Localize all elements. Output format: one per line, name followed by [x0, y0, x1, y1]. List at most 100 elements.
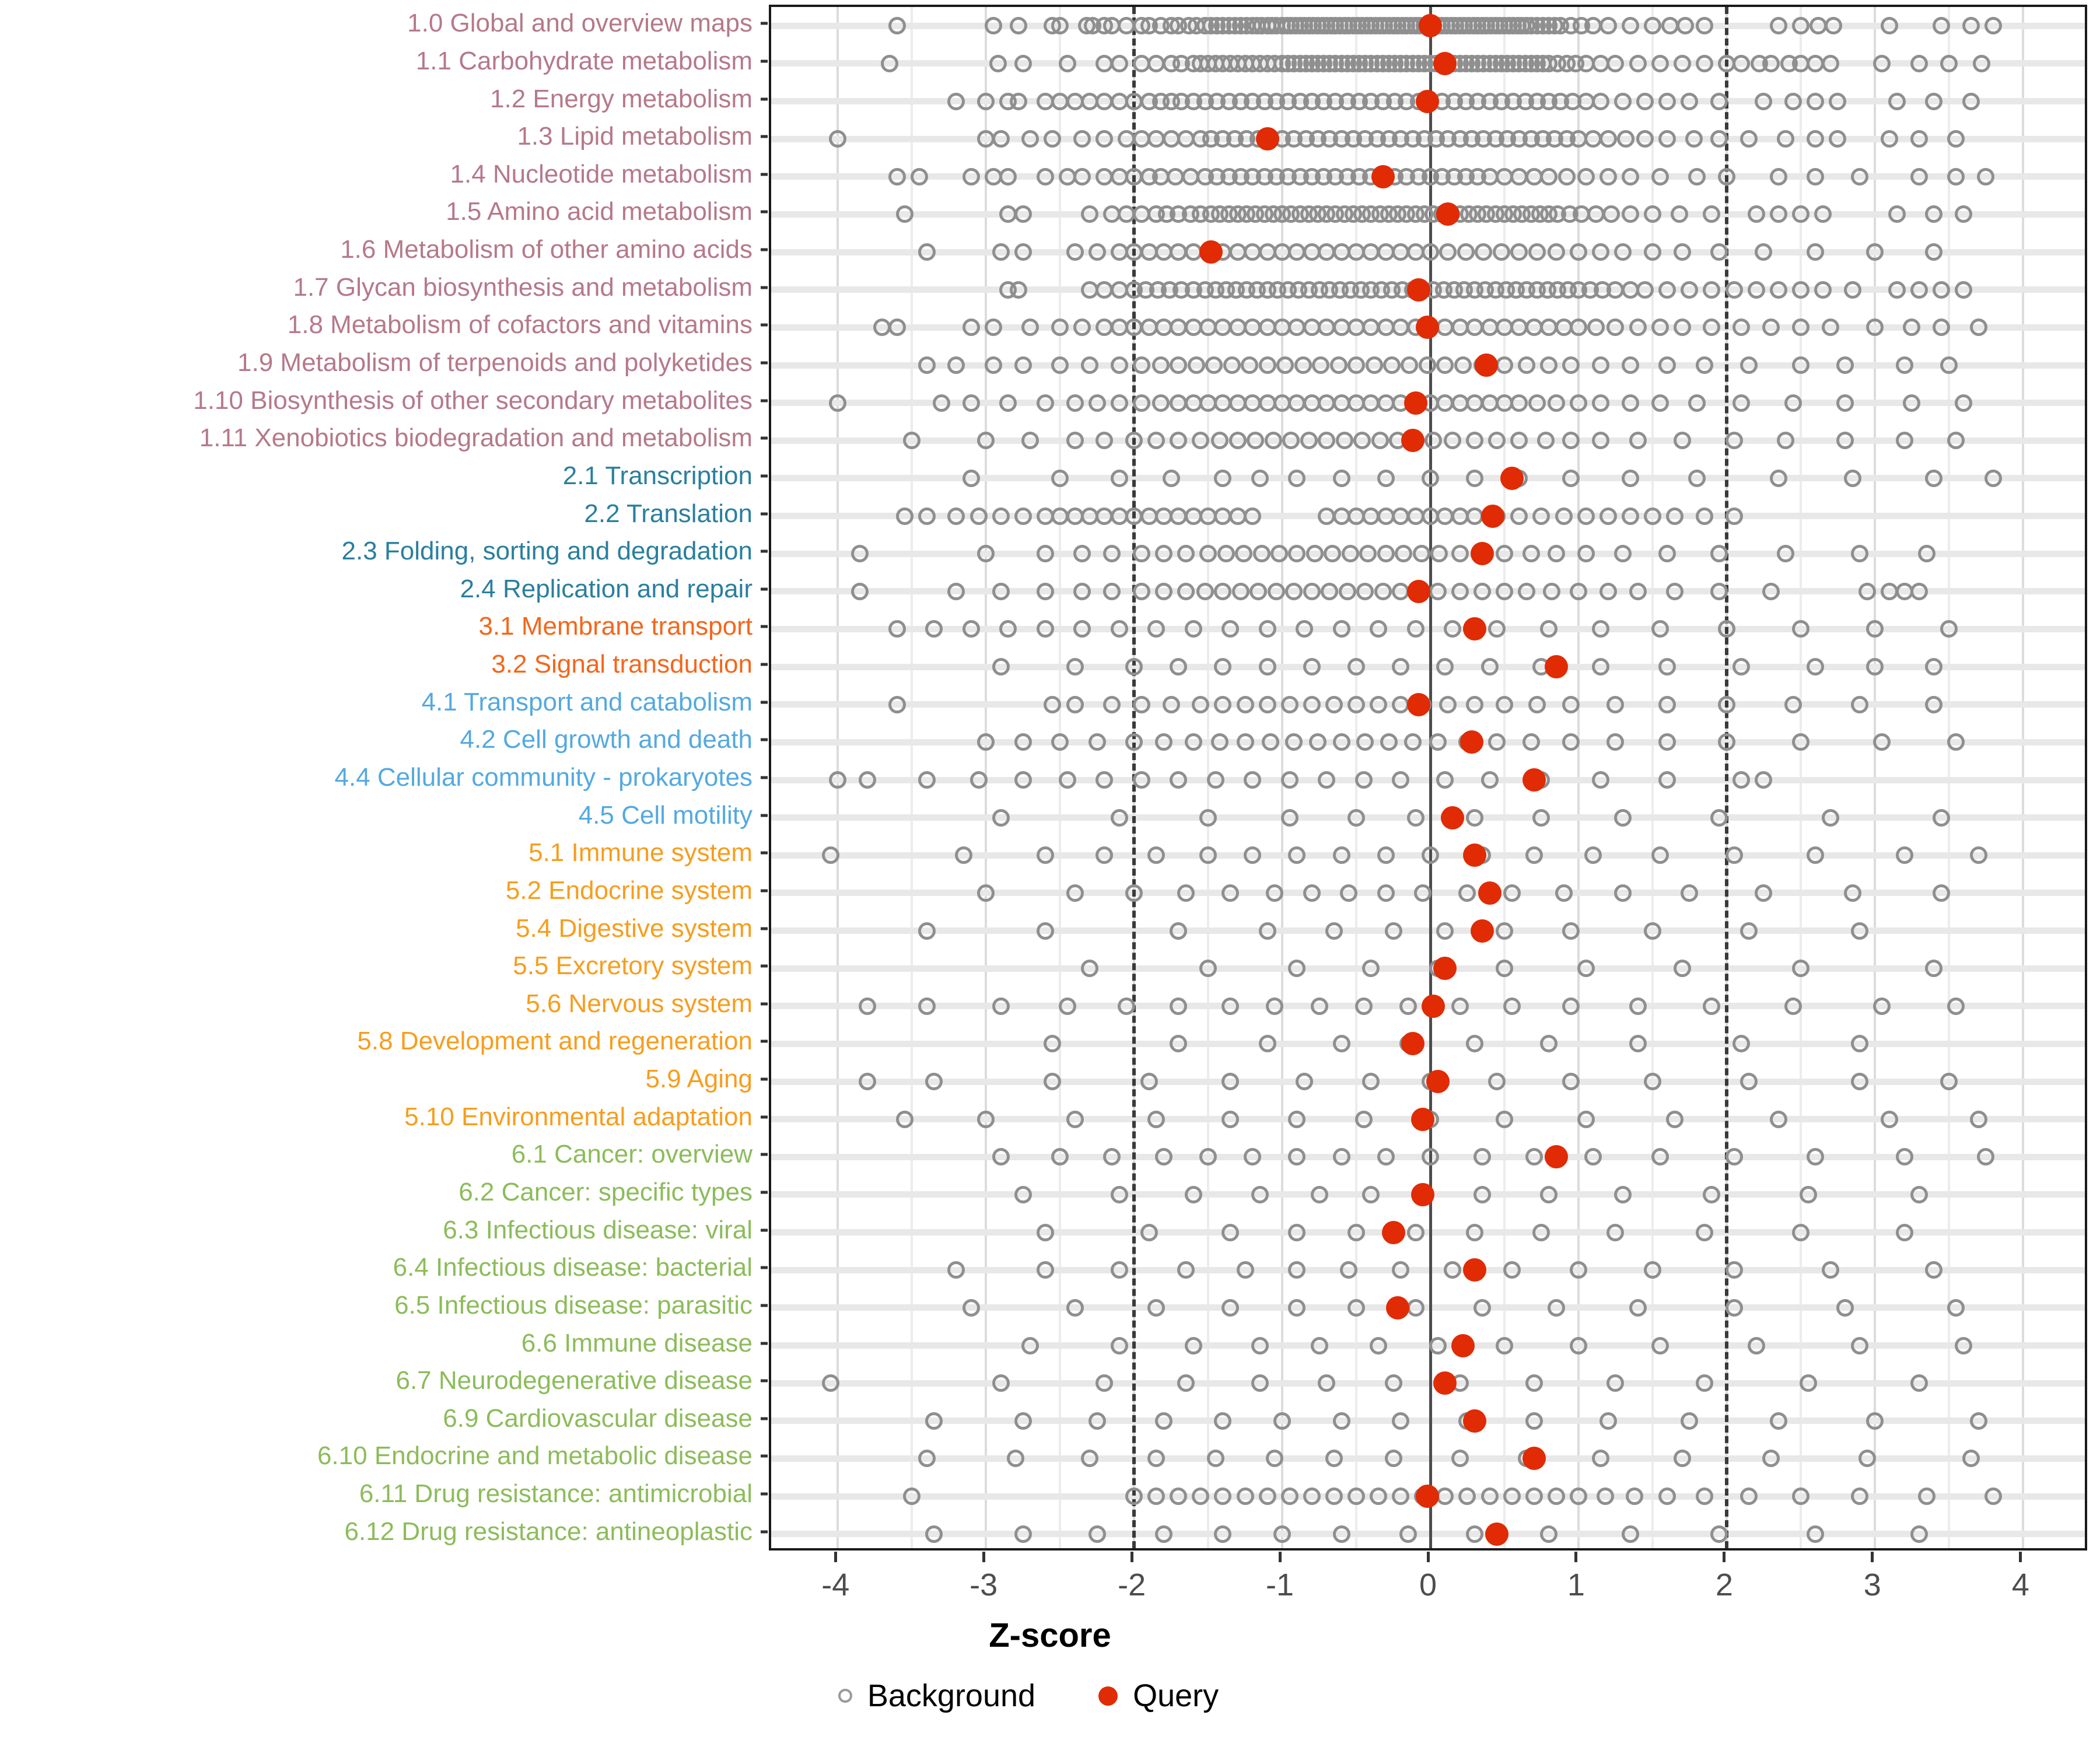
background-point — [1895, 432, 1913, 450]
background-point — [1096, 771, 1114, 789]
background-point — [1651, 1336, 1669, 1354]
background-point — [1370, 620, 1388, 638]
background-point — [1222, 997, 1240, 1015]
background-point — [1903, 394, 1921, 412]
background-point — [1014, 54, 1032, 72]
background-point — [1103, 582, 1121, 600]
background-point — [1430, 545, 1448, 563]
background-point — [1859, 582, 1877, 600]
background-point — [1199, 960, 1217, 978]
background-point — [1558, 167, 1576, 186]
background-point — [1199, 846, 1217, 864]
y-axis-label: 6.12 Drug resistance: antineoplastic — [344, 1517, 752, 1546]
y-axis-label: 6.10 Endocrine and metabolic disease — [317, 1441, 752, 1471]
background-point — [1769, 281, 1787, 299]
query-point — [1480, 504, 1504, 528]
background-point — [1977, 167, 1995, 186]
query-point — [1433, 51, 1457, 75]
grid-line-horizontal — [771, 1229, 2085, 1236]
background-point — [1088, 1525, 1106, 1543]
background-point — [1340, 884, 1358, 902]
background-point — [1080, 960, 1098, 978]
background-point — [1348, 808, 1366, 827]
y-axis-label: 2.2 Translation — [584, 499, 752, 528]
background-point — [1532, 1223, 1550, 1241]
background-point — [1294, 356, 1312, 374]
x-axis-tick — [1130, 1552, 1133, 1562]
background-point — [1599, 130, 1617, 148]
x-axis-tick-label: 1 — [1567, 1567, 1585, 1602]
background-point — [1110, 469, 1128, 487]
background-point — [1710, 92, 1728, 110]
background-point — [1807, 658, 1825, 676]
background-point — [1325, 922, 1343, 940]
background-point — [1318, 432, 1336, 450]
background-point — [1222, 1223, 1240, 1241]
background-point — [1110, 394, 1128, 412]
background-point — [1418, 356, 1436, 374]
background-point — [1066, 394, 1084, 412]
background-point — [1851, 1488, 1869, 1506]
background-point — [1917, 1488, 1936, 1506]
legend-item[interactable]: Query — [1098, 1678, 1219, 1714]
background-point — [1325, 1450, 1343, 1468]
background-point — [1725, 281, 1743, 299]
y-axis-tick — [761, 1530, 768, 1534]
background-point — [1599, 17, 1617, 35]
background-point — [1843, 469, 1861, 487]
background-point — [1354, 997, 1373, 1015]
query-point — [1433, 957, 1457, 981]
background-point — [1258, 1488, 1276, 1506]
background-point — [1335, 432, 1353, 450]
background-point — [1703, 281, 1721, 299]
background-point — [1791, 960, 1810, 978]
background-point — [1503, 1488, 1521, 1506]
background-point — [1096, 130, 1114, 148]
background-point — [895, 205, 914, 223]
background-point — [1488, 733, 1506, 751]
background-point — [1258, 695, 1276, 713]
background-point — [1051, 469, 1069, 487]
query-point — [1419, 14, 1442, 38]
background-point — [1940, 54, 1958, 72]
query-point — [1463, 844, 1487, 867]
background-point — [1014, 243, 1032, 261]
background-point — [1280, 771, 1298, 789]
query-point — [1470, 919, 1494, 943]
background-point — [1562, 356, 1580, 374]
y-axis-tick — [761, 550, 768, 553]
background-point — [1353, 432, 1371, 450]
background-point — [1658, 545, 1676, 563]
background-point — [984, 17, 1002, 35]
background-point — [1681, 884, 1699, 902]
y-axis-tick — [761, 1266, 768, 1269]
background-point — [1522, 545, 1540, 563]
background-point — [1910, 1374, 1928, 1392]
background-point — [1088, 394, 1106, 412]
background-point — [1629, 997, 1647, 1015]
background-point — [1199, 1148, 1217, 1166]
background-point — [992, 658, 1010, 676]
background-point — [1873, 54, 1891, 72]
background-point — [1969, 1110, 1987, 1128]
background-point — [1769, 1110, 1787, 1128]
background-point — [1636, 130, 1654, 148]
background-point — [1406, 808, 1424, 827]
background-point — [1288, 1223, 1306, 1241]
background-point — [1140, 1073, 1158, 1091]
background-point — [1258, 620, 1276, 638]
background-point — [1525, 846, 1543, 864]
background-point — [1755, 771, 1773, 789]
background-point — [1540, 1185, 1558, 1203]
background-point — [1288, 1298, 1306, 1317]
x-axis-title: Z-score — [989, 1616, 1111, 1654]
background-point — [1044, 1035, 1062, 1053]
background-point — [1725, 507, 1743, 525]
background-point — [1488, 432, 1506, 450]
background-point — [1577, 167, 1595, 186]
background-point — [1338, 582, 1356, 600]
background-point — [992, 507, 1010, 525]
legend-item[interactable]: Background — [838, 1678, 1035, 1714]
background-point — [1658, 771, 1676, 789]
background-point — [1103, 1148, 1121, 1166]
